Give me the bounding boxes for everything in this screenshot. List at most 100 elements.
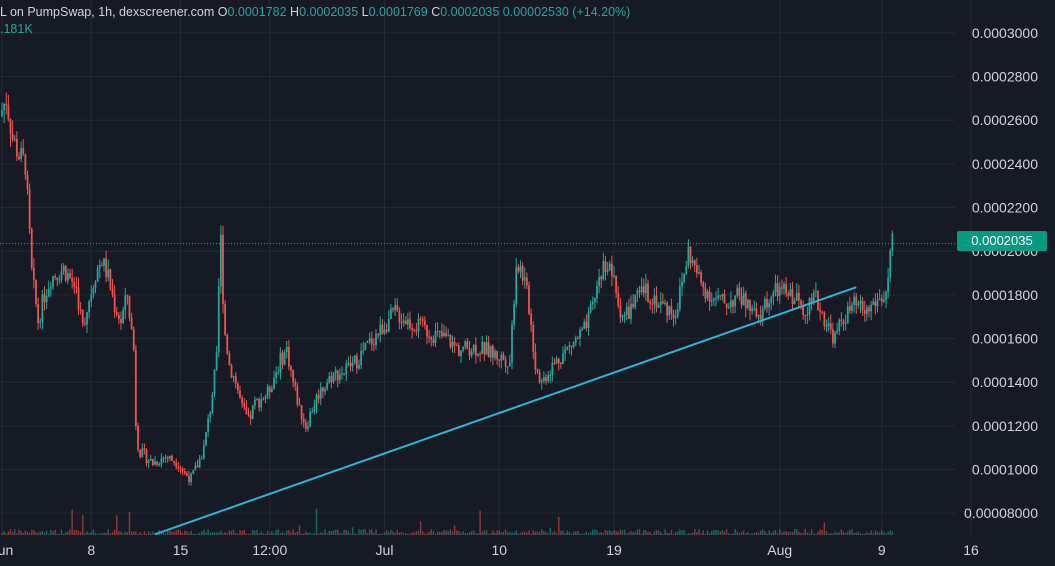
volume-bar — [388, 531, 390, 535]
candle-body — [251, 405, 254, 419]
volume-bar — [18, 529, 20, 535]
candle-body — [411, 328, 414, 330]
volume-bar — [500, 532, 503, 535]
volume-bar — [292, 529, 294, 535]
volume-bar — [120, 531, 122, 535]
candle-body — [878, 298, 881, 300]
candle-body — [630, 303, 632, 319]
volume-bar — [451, 531, 454, 535]
candle-body — [94, 281, 97, 289]
candle-body — [494, 351, 496, 358]
candle-body — [723, 294, 726, 304]
candle-body — [740, 296, 743, 306]
volume-bar — [332, 530, 335, 535]
volume-bar — [311, 533, 313, 535]
volume-bar — [630, 531, 632, 535]
low-value: 0.0001769 — [368, 5, 428, 19]
volume-bar — [111, 532, 114, 535]
candle-body — [111, 288, 114, 295]
volume-bar — [447, 530, 449, 535]
candle-body — [717, 295, 720, 299]
volume-bar — [674, 532, 677, 535]
candle-body — [632, 303, 635, 308]
volume-bar — [409, 533, 411, 535]
candle-body — [511, 324, 513, 363]
volume-bar — [817, 531, 819, 535]
candle-body — [880, 298, 883, 302]
candle-body — [455, 345, 458, 347]
volume-bar — [116, 515, 118, 535]
x-tick-label: 9 — [878, 542, 886, 558]
volume-bar — [615, 530, 617, 535]
candle-body — [345, 364, 348, 374]
candle-body — [20, 147, 23, 160]
candle-body — [653, 295, 656, 305]
candle-body — [13, 138, 16, 140]
price-axis[interactable]: 0.0003000 0.0002800 0.0002600 0.0002400 0.00… — [964, 25, 1038, 521]
volume-bar — [48, 533, 50, 535]
volume-bar — [883, 531, 885, 535]
volume-bar — [205, 532, 207, 535]
candle-body — [226, 334, 229, 354]
volume-bar — [303, 533, 305, 535]
candle-body — [54, 276, 57, 278]
volume-bar — [394, 532, 396, 535]
candle-body — [268, 386, 271, 392]
candle-body — [853, 296, 856, 305]
candle-body — [215, 352, 218, 370]
candle-body — [217, 286, 220, 353]
volume-bar — [371, 529, 373, 535]
volume-bar — [415, 531, 418, 535]
candle-body — [309, 411, 312, 427]
volume-bar — [736, 531, 738, 535]
candle-body — [553, 363, 556, 365]
volume-bar — [517, 533, 520, 535]
candle-body — [313, 406, 316, 412]
volume-bar — [464, 533, 466, 535]
volume-bar — [124, 531, 126, 535]
volume-bar — [492, 530, 494, 535]
volume-bar — [481, 531, 483, 535]
candle-body — [213, 369, 216, 395]
volume-bar — [723, 531, 726, 535]
candle-body — [479, 353, 482, 355]
volume-bar — [660, 531, 662, 535]
volume-bar — [668, 533, 670, 535]
candle-body — [332, 373, 335, 383]
volume-bar — [222, 533, 224, 535]
candle-body — [681, 281, 683, 287]
volume-bar — [653, 531, 656, 535]
candle-body — [436, 330, 439, 332]
volume-bar — [536, 531, 539, 535]
candle-body — [52, 276, 54, 288]
time-axis[interactable]: Jun 8 15 12:00 Jul 10 19 Aug 9 16 — [0, 542, 979, 558]
volume-bar — [215, 532, 218, 535]
volume-bar — [876, 531, 879, 535]
candle-body — [236, 383, 239, 391]
volume-bar — [94, 532, 97, 535]
volume-bar — [694, 529, 696, 535]
volume-value: .181K — [0, 22, 33, 36]
candle-body — [181, 468, 184, 472]
volume-bar — [636, 529, 639, 535]
candle-body — [776, 283, 779, 297]
candle-body — [372, 344, 375, 346]
candle-body — [128, 296, 131, 318]
volume-bar — [881, 530, 883, 535]
volume-bar — [859, 533, 862, 535]
volume-bar — [413, 532, 415, 535]
volume-bar — [466, 533, 469, 535]
volume-bar — [696, 532, 698, 535]
volume-bar — [664, 529, 666, 535]
volume-bar — [235, 533, 237, 535]
trend-line[interactable] — [154, 286, 857, 536]
candle-body — [205, 431, 207, 446]
volume-bar — [857, 531, 860, 535]
volume-bar — [759, 530, 762, 535]
candle-body — [321, 387, 324, 392]
candle-body — [58, 279, 61, 281]
candle-body — [593, 298, 596, 302]
candle-body — [496, 351, 499, 360]
volume-bar — [568, 531, 571, 535]
